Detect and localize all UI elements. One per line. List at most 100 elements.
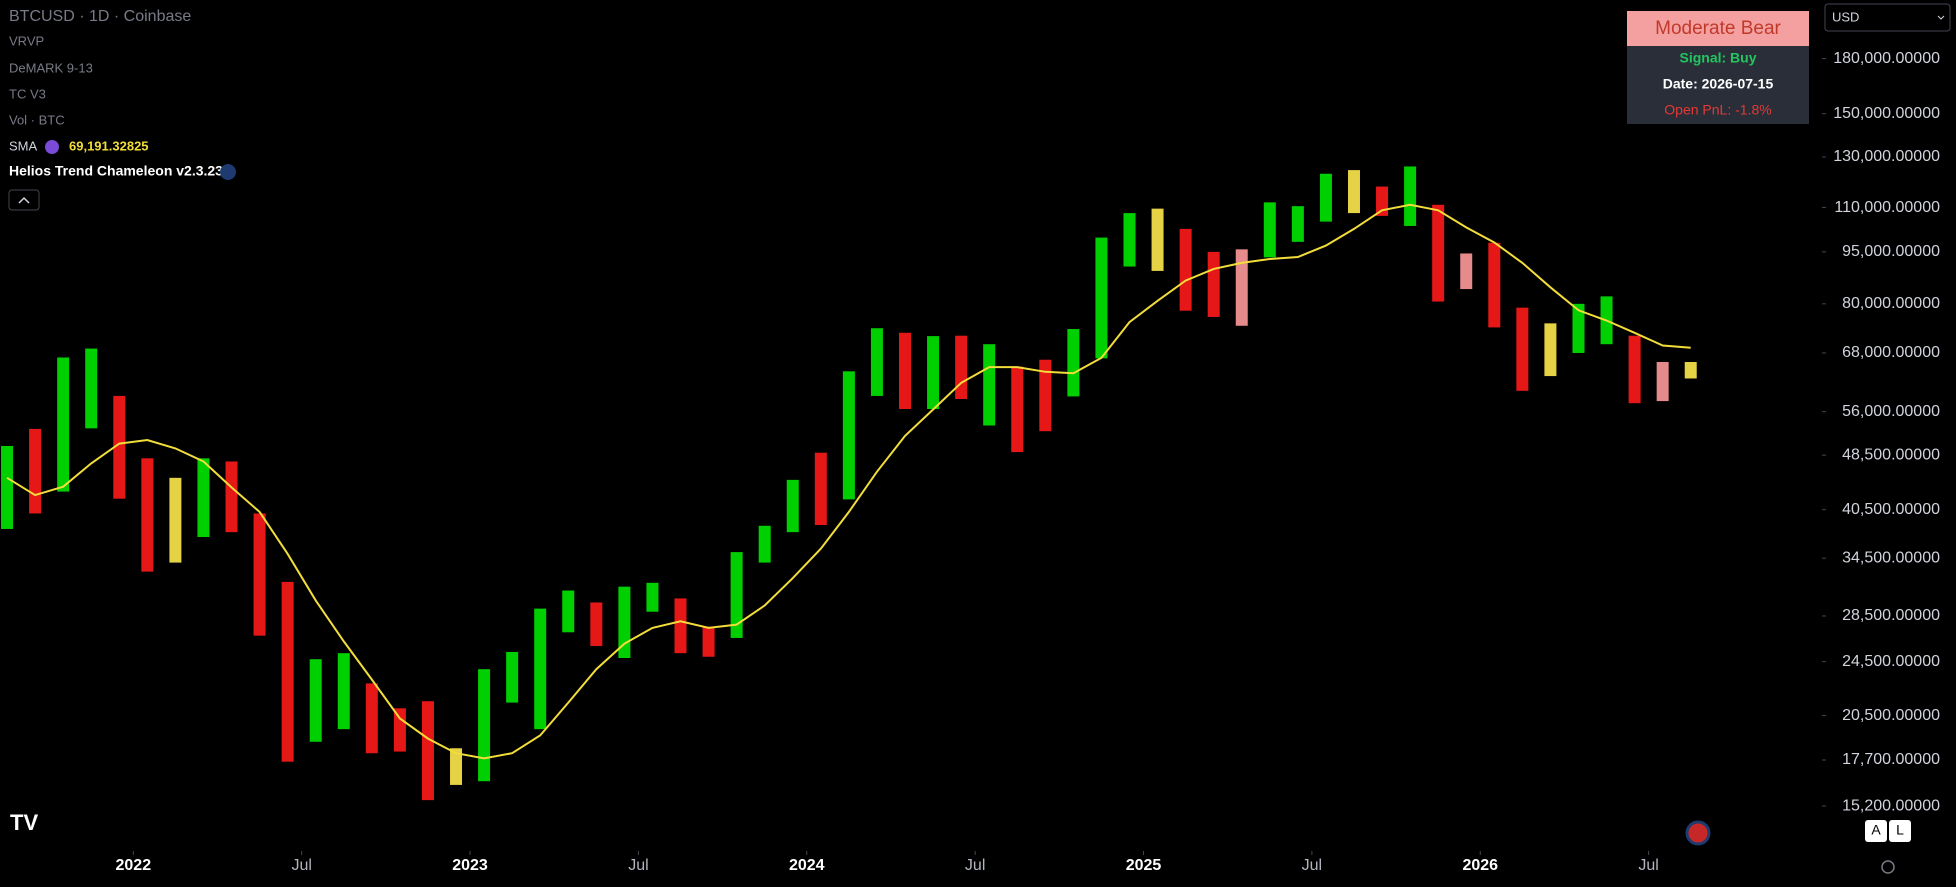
price-range-bar	[197, 458, 210, 538]
panel-header	[1627, 11, 1809, 46]
price-range-bar	[618, 586, 631, 659]
dropdown-icon	[1937, 15, 1945, 20]
price-range-bar	[730, 552, 743, 638]
strategy-icon	[220, 164, 236, 180]
price-range-bar	[450, 748, 463, 785]
indicator-label[interactable]: VRVP	[9, 33, 44, 48]
button-label: L	[1896, 822, 1904, 838]
price-range-bar	[1151, 208, 1164, 271]
price-range-bar	[337, 653, 350, 730]
panel-body	[1627, 46, 1809, 124]
x-tick-label: Jul	[965, 857, 985, 874]
price-range-bar	[590, 602, 603, 647]
price-range-bar	[1123, 213, 1136, 267]
panel-signal: Signal: Buy	[1679, 50, 1756, 66]
y-tick-label: 28,500.00000	[1842, 607, 1940, 624]
price-range-bar	[814, 452, 827, 526]
y-tick-label: 180,000.00000	[1833, 50, 1940, 67]
price-range-bar	[646, 582, 659, 612]
x-tick-label: Jul	[1302, 857, 1322, 874]
plot-area	[1, 166, 1697, 801]
collapse-icon	[18, 196, 30, 204]
price-range-bar	[870, 328, 883, 396]
price-range-bar	[1095, 237, 1108, 359]
sma-icon	[45, 140, 59, 154]
price-range-bar	[1011, 366, 1024, 453]
price-range-bar	[393, 708, 406, 752]
price-range-bar	[674, 598, 687, 654]
button-label: A	[1871, 822, 1881, 838]
price-range-bar	[562, 590, 575, 633]
price-range-bar	[1376, 186, 1389, 216]
x-tick-label: 2022	[116, 857, 152, 874]
price-range-bar	[1404, 166, 1417, 226]
log-scale-button[interactable]	[1889, 820, 1911, 842]
x-tick-label: Jul	[291, 857, 311, 874]
price-range-bar	[1235, 249, 1248, 326]
price-range-bar	[85, 348, 98, 429]
price-range-bar	[29, 428, 42, 514]
price-range-bar	[365, 683, 378, 754]
y-tick-label: 17,700.00000	[1842, 751, 1940, 768]
price-range-bar	[113, 395, 126, 499]
y-tick-label: 48,500.00000	[1842, 446, 1940, 463]
y-tick-label: 110,000.00000	[1834, 199, 1940, 216]
price-range-bar	[141, 458, 154, 572]
x-tick-label: 2025	[1126, 857, 1162, 874]
price-range-bar	[57, 357, 70, 492]
y-tick-label: 56,000.00000	[1842, 403, 1940, 420]
price-range-bar	[786, 479, 799, 533]
price-range-bar	[1656, 362, 1669, 402]
price-range-bar	[1460, 253, 1473, 290]
x-tick-label: 2023	[452, 857, 488, 874]
y-tick-label: 80,000.00000	[1842, 295, 1940, 312]
indicator-label[interactable]: DeMARK 9-13	[9, 60, 93, 75]
x-tick-label: Jul	[1638, 857, 1658, 874]
auto-scale-button[interactable]	[1865, 820, 1887, 842]
y-tick-label: 40,500.00000	[1842, 501, 1940, 518]
panel-pnl: Open PnL: -1.8%	[1664, 102, 1771, 118]
price-range-bar	[506, 651, 519, 703]
currency-label: USD	[1832, 9, 1859, 24]
strategy-label[interactable]: Helios Trend Chameleon v2.3.23	[9, 163, 223, 179]
price-range-bar	[1263, 202, 1276, 258]
price-range-bar	[169, 477, 182, 563]
price-range-bar	[758, 525, 771, 563]
price-range-bar	[1179, 228, 1192, 311]
price-range-bar	[478, 669, 491, 782]
price-range-bar	[899, 332, 911, 410]
x-tick-label: 2024	[789, 857, 825, 874]
collapse-button[interactable]	[8, 189, 40, 211]
price-range-bar	[842, 371, 855, 500]
price-range-bar	[983, 344, 996, 426]
sma-legend-name[interactable]: SMA	[9, 138, 38, 153]
price-range-bar	[1432, 204, 1445, 302]
indicator-label[interactable]: Vol · BTC	[9, 112, 65, 127]
y-tick-label: 150,000.00000	[1833, 105, 1940, 122]
price-range-bar	[1516, 307, 1529, 391]
indicator-label[interactable]: TC V3	[9, 86, 46, 101]
x-tick-label: Jul	[628, 857, 648, 874]
symbol-label[interactable]: BTCUSD · 1D · Coinbase	[9, 8, 191, 25]
sma-legend-value: 69,191.32825	[69, 138, 149, 153]
y-tick-label: 34,500.00000	[1842, 549, 1940, 566]
price-range-bar	[1319, 173, 1332, 222]
price-range-bar	[1544, 323, 1557, 377]
y-tick-label: 15,200.00000	[1842, 797, 1940, 814]
price-range-bar	[1347, 170, 1360, 214]
price-range-bar	[927, 336, 940, 410]
y-tick-label: 95,000.00000	[1842, 243, 1940, 260]
price-range-bar	[1628, 335, 1641, 404]
logo: TV	[10, 810, 38, 835]
price-range-bar	[1067, 329, 1080, 397]
settings-icon[interactable]	[1881, 860, 1895, 874]
price-range-bar	[702, 626, 715, 657]
y-tick-label: 68,000.00000	[1842, 344, 1940, 361]
price-range-bar	[1207, 251, 1220, 317]
price-range-bar	[534, 608, 547, 730]
flag-icon	[1685, 820, 1711, 846]
currency-select[interactable]	[1824, 3, 1951, 32]
